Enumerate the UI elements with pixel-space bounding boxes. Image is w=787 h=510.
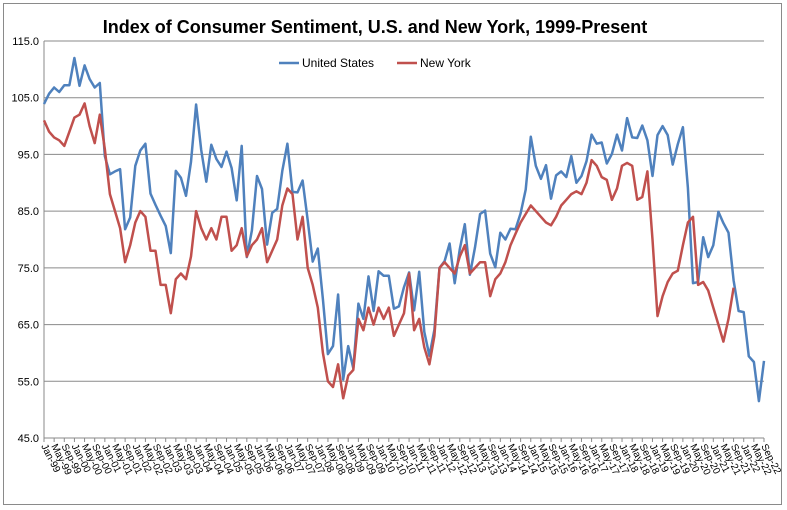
y-tick-label: 45.0 — [18, 433, 39, 445]
y-tick-label: 75.0 — [18, 263, 39, 275]
series-lines — [42, 56, 766, 403]
y-axis-ticks: 45.0 55.0 65.0 75.0 85.0 95.0 105.0 115.0 — [11, 36, 39, 445]
series-line-united-states — [42, 56, 766, 403]
legend: United States New York — [279, 56, 472, 70]
legend-label: New York — [420, 56, 472, 70]
y-tick-label: 65.0 — [18, 320, 39, 332]
chart-frame: Index of Consumer Sentiment, U.S. and Ne… — [3, 3, 783, 505]
series-line-new-york — [42, 102, 735, 400]
y-tick-label: 85.0 — [18, 206, 39, 218]
gridlines — [43, 40, 764, 439]
y-tick-label: 115.0 — [12, 36, 39, 48]
legend-label: United States — [302, 56, 374, 70]
x-axis-ticks: Jan-99May-99Sep-99Jan-00May-00Sep-00Jan-… — [38, 438, 783, 477]
line-chart: Index of Consumer Sentiment, U.S. and Ne… — [11, 17, 783, 477]
chart-title: Index of Consumer Sentiment, U.S. and Ne… — [103, 17, 647, 37]
y-tick-label: 55.0 — [18, 376, 39, 388]
y-tick-label: 105.0 — [11, 93, 39, 105]
y-tick-label: 95.0 — [18, 149, 39, 161]
